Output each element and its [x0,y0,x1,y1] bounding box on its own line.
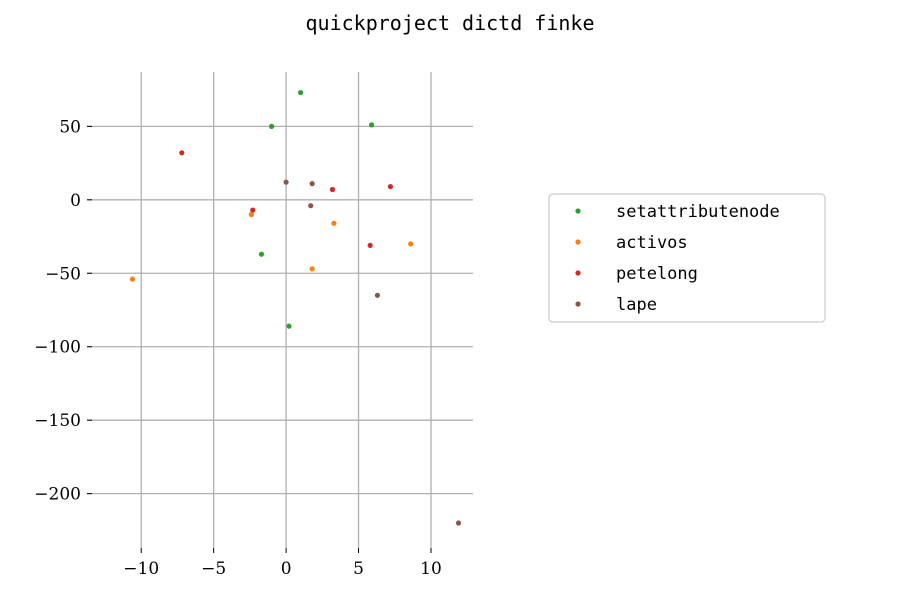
data-point-petelong [250,207,256,213]
y-tick-label: 0 [70,191,81,211]
legend-label: petelong [616,264,698,284]
grid [87,72,473,548]
legend-marker [575,239,581,245]
legend-label: activos [616,233,688,253]
data-points [129,89,462,526]
y-tick-label: −150 [34,411,81,431]
x-tick-label: −5 [201,559,226,579]
y-tick-label: 50 [59,117,81,137]
y-tick-label: −100 [34,338,81,358]
data-point-lape [308,203,314,209]
data-point-activos [408,241,414,247]
legend-label: setattributenode [616,202,780,222]
y-tick-label: −200 [34,485,81,505]
data-point-setattributenode [258,251,265,257]
legend-marker [575,208,581,214]
data-point-activos [129,276,136,282]
data-point-activos [331,220,337,226]
x-tick-label: 0 [281,559,292,579]
legend: setattributenode activos petelong lape [548,193,826,323]
legend-marker [575,270,581,276]
data-point-petelong [329,186,336,193]
data-point-setattributenode [269,123,275,129]
data-point-lape [374,292,380,298]
data-point-lape [455,520,462,526]
data-point-activos [248,211,254,218]
data-point-activos [309,266,315,272]
legend-marker [575,301,581,307]
chart-title: quickproject dictd finke [306,11,595,35]
legend-box [548,193,826,323]
data-point-setattributenode [297,89,304,96]
data-point-lape [309,181,315,187]
data-point-setattributenode [368,122,375,128]
data-point-petelong [387,183,394,190]
legend-label: lape [616,295,657,315]
data-point-setattributenode [286,323,292,329]
data-point-petelong [179,150,185,156]
x-tick-label: 5 [353,559,364,579]
data-point-petelong [367,242,373,248]
data-point-lape [283,179,289,185]
x-tick-label: 10 [420,559,442,579]
y-tick-label: −50 [45,264,81,284]
x-tick-label: −10 [123,559,159,579]
